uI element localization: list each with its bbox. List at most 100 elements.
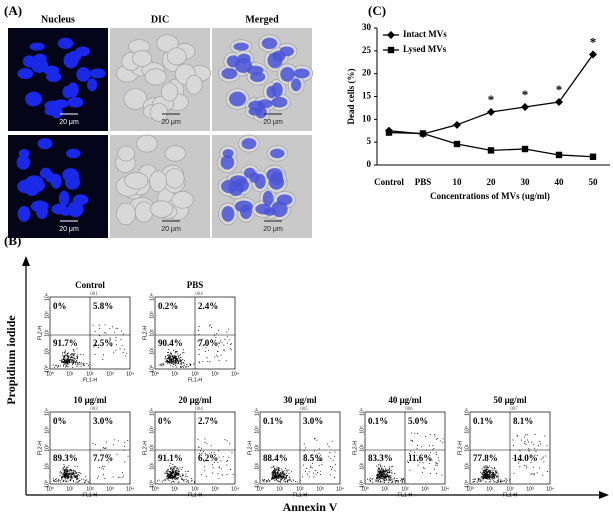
event-dot — [70, 479, 72, 481]
event-dot — [274, 468, 276, 470]
event-dot — [434, 433, 436, 435]
event-dot — [172, 362, 174, 364]
event-dot — [419, 461, 421, 463]
event-dot — [273, 475, 275, 476]
event-dot — [168, 356, 169, 358]
event-dot — [67, 356, 68, 358]
event-dot — [72, 358, 74, 360]
event-dot — [388, 481, 390, 483]
event-dot — [377, 476, 379, 478]
event-dot — [61, 479, 63, 481]
event-dot — [76, 357, 78, 359]
event-dot — [441, 474, 443, 476]
event-dot — [218, 477, 220, 479]
event-dot — [421, 446, 423, 448]
event-dot — [64, 362, 66, 364]
nucleus — [33, 53, 47, 64]
event-dot — [283, 473, 285, 475]
legend-label: Lysed MVs — [403, 44, 447, 54]
event-dot — [73, 473, 75, 475]
y-tick-label: 10 — [362, 113, 372, 123]
event-dot — [66, 469, 68, 470]
event-dot — [414, 451, 416, 453]
event-dot — [181, 366, 182, 368]
event-dot — [171, 362, 173, 364]
event-dot — [436, 464, 438, 466]
event-dot — [76, 355, 78, 357]
event-dot — [474, 478, 476, 480]
event-dot — [493, 469, 495, 471]
event-dot — [68, 360, 69, 362]
nucleus — [254, 173, 266, 189]
event-dot — [308, 471, 310, 473]
event-dot — [63, 466, 65, 468]
quadrant-percentage: 0% — [53, 301, 67, 311]
x-tick-label: 10⁰ — [46, 486, 54, 492]
event-dot — [63, 469, 65, 471]
event-dot — [76, 362, 78, 364]
event-dot — [172, 468, 173, 470]
event-dot — [367, 478, 368, 480]
event-dot — [271, 473, 273, 475]
nucleus — [293, 68, 310, 79]
event-dot — [68, 357, 70, 359]
y-tick-label: 10⁴ — [464, 408, 470, 416]
event-dot — [171, 355, 173, 357]
event-dot — [383, 472, 385, 474]
event-dot — [157, 480, 159, 482]
event-dot — [64, 361, 66, 363]
event-dot — [483, 472, 485, 474]
event-dot — [175, 357, 177, 359]
event-dot — [68, 470, 70, 472]
event-dot — [167, 362, 169, 364]
event-dot — [204, 344, 205, 346]
event-dot — [164, 472, 166, 474]
event-dot — [64, 351, 66, 353]
event-dot — [181, 479, 183, 481]
event-dot — [386, 478, 388, 480]
event-dot — [390, 476, 392, 478]
event-dot — [218, 450, 220, 452]
event-dot — [71, 355, 73, 357]
event-dot — [180, 362, 182, 364]
y-tick-label: 10⁰ — [44, 365, 50, 373]
event-dot — [495, 472, 497, 474]
event-dot — [218, 329, 219, 331]
event-dot — [116, 453, 118, 455]
event-dot — [435, 473, 437, 475]
nucleus — [62, 85, 73, 99]
event-dot — [197, 438, 199, 440]
event-dot — [281, 470, 283, 472]
event-dot — [80, 354, 82, 355]
event-dot — [189, 364, 191, 366]
event-dot — [71, 476, 73, 478]
event-dot — [390, 466, 392, 468]
event-dot — [164, 356, 166, 358]
event-dot — [392, 480, 394, 482]
event-dot — [170, 361, 172, 363]
event-dot — [491, 476, 492, 478]
event-dot — [124, 461, 126, 463]
event-dot — [381, 474, 383, 476]
event-dot — [383, 476, 385, 478]
event-dot — [64, 477, 66, 479]
event-dot — [396, 480, 398, 482]
event-dot — [486, 470, 488, 472]
event-dot — [482, 476, 484, 478]
event-dot — [115, 349, 117, 351]
event-dot — [378, 472, 380, 474]
event-dot — [518, 460, 520, 462]
event-dot — [213, 453, 215, 455]
event-dot — [164, 479, 166, 481]
event-dot — [64, 473, 66, 475]
event-dot — [168, 357, 170, 359]
event-dot — [64, 472, 66, 474]
event-dot — [174, 474, 176, 476]
event-dot — [226, 474, 228, 476]
event-dot — [199, 345, 201, 347]
event-dot — [506, 479, 508, 481]
event-dot — [379, 472, 381, 473]
x-tick-label: 10² — [191, 486, 199, 492]
data-point — [555, 97, 563, 106]
